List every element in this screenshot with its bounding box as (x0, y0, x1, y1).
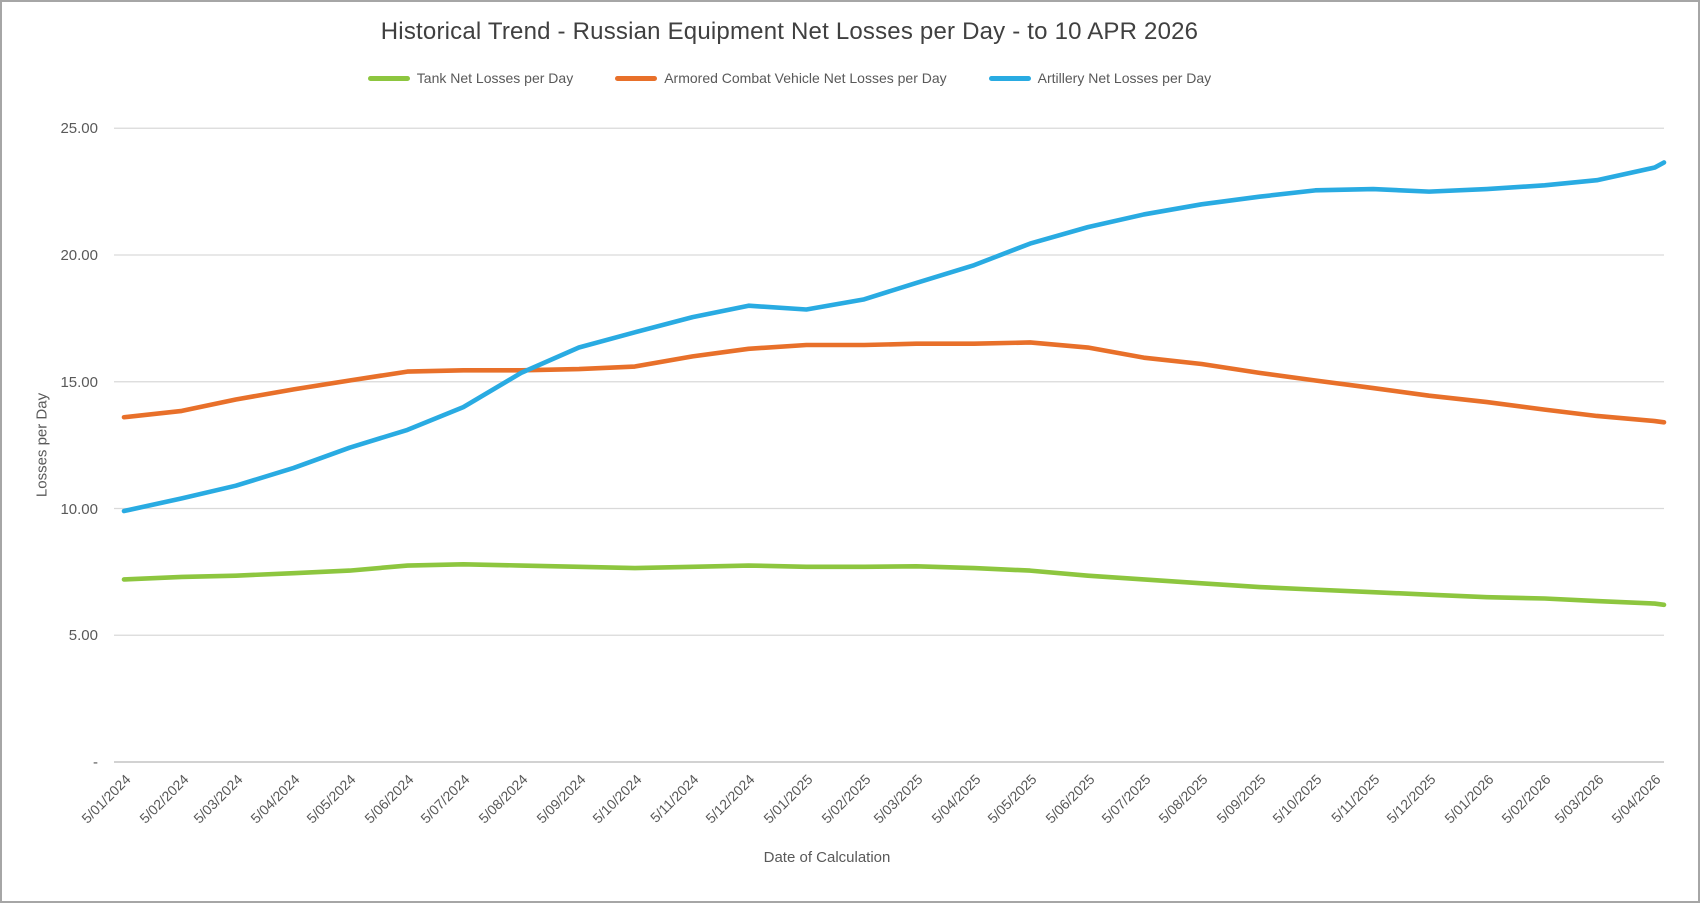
artillery-series-swatch-icon (988, 75, 1031, 81)
y-tick-label: 20.00 (60, 247, 98, 264)
series-line-tank (121, 561, 1667, 608)
y-tick-label: 5.00 (68, 627, 98, 645)
legend-item-acv: Armored Combat Vehicle Net Losses per Da… (615, 70, 947, 86)
legend-item-tank: Tank Net Losses per Day (367, 70, 574, 86)
y-tick-label: 10.00 (60, 500, 98, 518)
legend: Tank Net Losses per Day Armored Combat V… (2, 70, 1577, 86)
legend-label: Armored Combat Vehicle Net Losses per Da… (664, 70, 947, 86)
legend-label: Tank Net Losses per Day (416, 70, 574, 86)
tank-series-swatch-icon (367, 75, 410, 81)
x-axis-title: Date of Calculation (763, 849, 891, 866)
y-tick-label: - (93, 754, 98, 771)
series-line-artillery (121, 160, 1667, 514)
y-axis-title: Losses per Day (33, 392, 51, 498)
y-tick-label: 15.00 (60, 373, 98, 391)
legend-label: Artillery Net Losses per Day (1037, 70, 1212, 86)
y-tick-label: 25.00 (60, 120, 98, 138)
chart-title: Historical Trend - Russian Equipment Net… (380, 18, 1199, 45)
acv-series-swatch-icon (615, 75, 658, 81)
legend-item-artillery: Artillery Net Losses per Day (988, 70, 1212, 86)
series-line-acv (121, 340, 1667, 425)
